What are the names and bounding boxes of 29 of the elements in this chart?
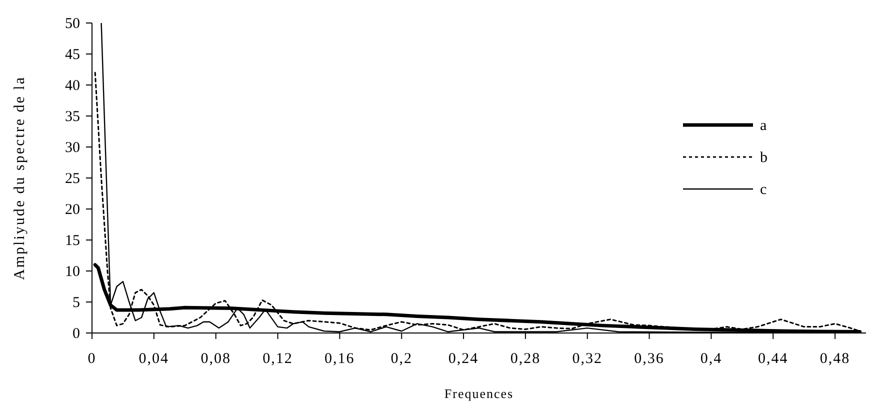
x-tick-label: 0 (88, 351, 96, 367)
y-tick-label: 45 (65, 47, 80, 63)
x-tick-label: 0,08 (200, 351, 231, 367)
x-tick-label: 0,36 (634, 351, 664, 367)
x-axis-title: Frequences (444, 386, 514, 401)
y-tick-label: 0 (72, 326, 80, 342)
y-tick-label: 10 (65, 264, 80, 280)
x-tick-label: 0,12 (262, 351, 293, 367)
x-tick-label: 0,48 (820, 351, 850, 367)
legend-label: b (760, 150, 768, 166)
y-tick-label: 50 (65, 16, 80, 32)
x-tick-label: 0,24 (448, 351, 479, 367)
y-tick-label: 40 (65, 78, 80, 94)
x-tick-label: 0,16 (324, 351, 355, 367)
x-tick-label: 0,2 (390, 351, 412, 367)
y-axis-title: Ampliyude du spectre de la (12, 76, 28, 280)
x-tick-label: 0,32 (572, 351, 602, 367)
y-tick-label: 15 (65, 233, 80, 249)
x-tick-label: 0,4 (700, 351, 722, 367)
legend-label: c (760, 182, 767, 198)
x-tick-label: 0,44 (758, 351, 788, 367)
y-tick-label: 25 (65, 171, 80, 187)
y-tick-label: 35 (65, 109, 80, 125)
y-tick-label: 30 (65, 140, 80, 156)
y-tick-label: 5 (72, 295, 80, 311)
legend-label: a (760, 118, 767, 134)
x-tick-label: 0,28 (510, 351, 541, 367)
y-tick-label: 20 (65, 202, 80, 218)
x-tick-label: 0,04 (138, 351, 170, 367)
